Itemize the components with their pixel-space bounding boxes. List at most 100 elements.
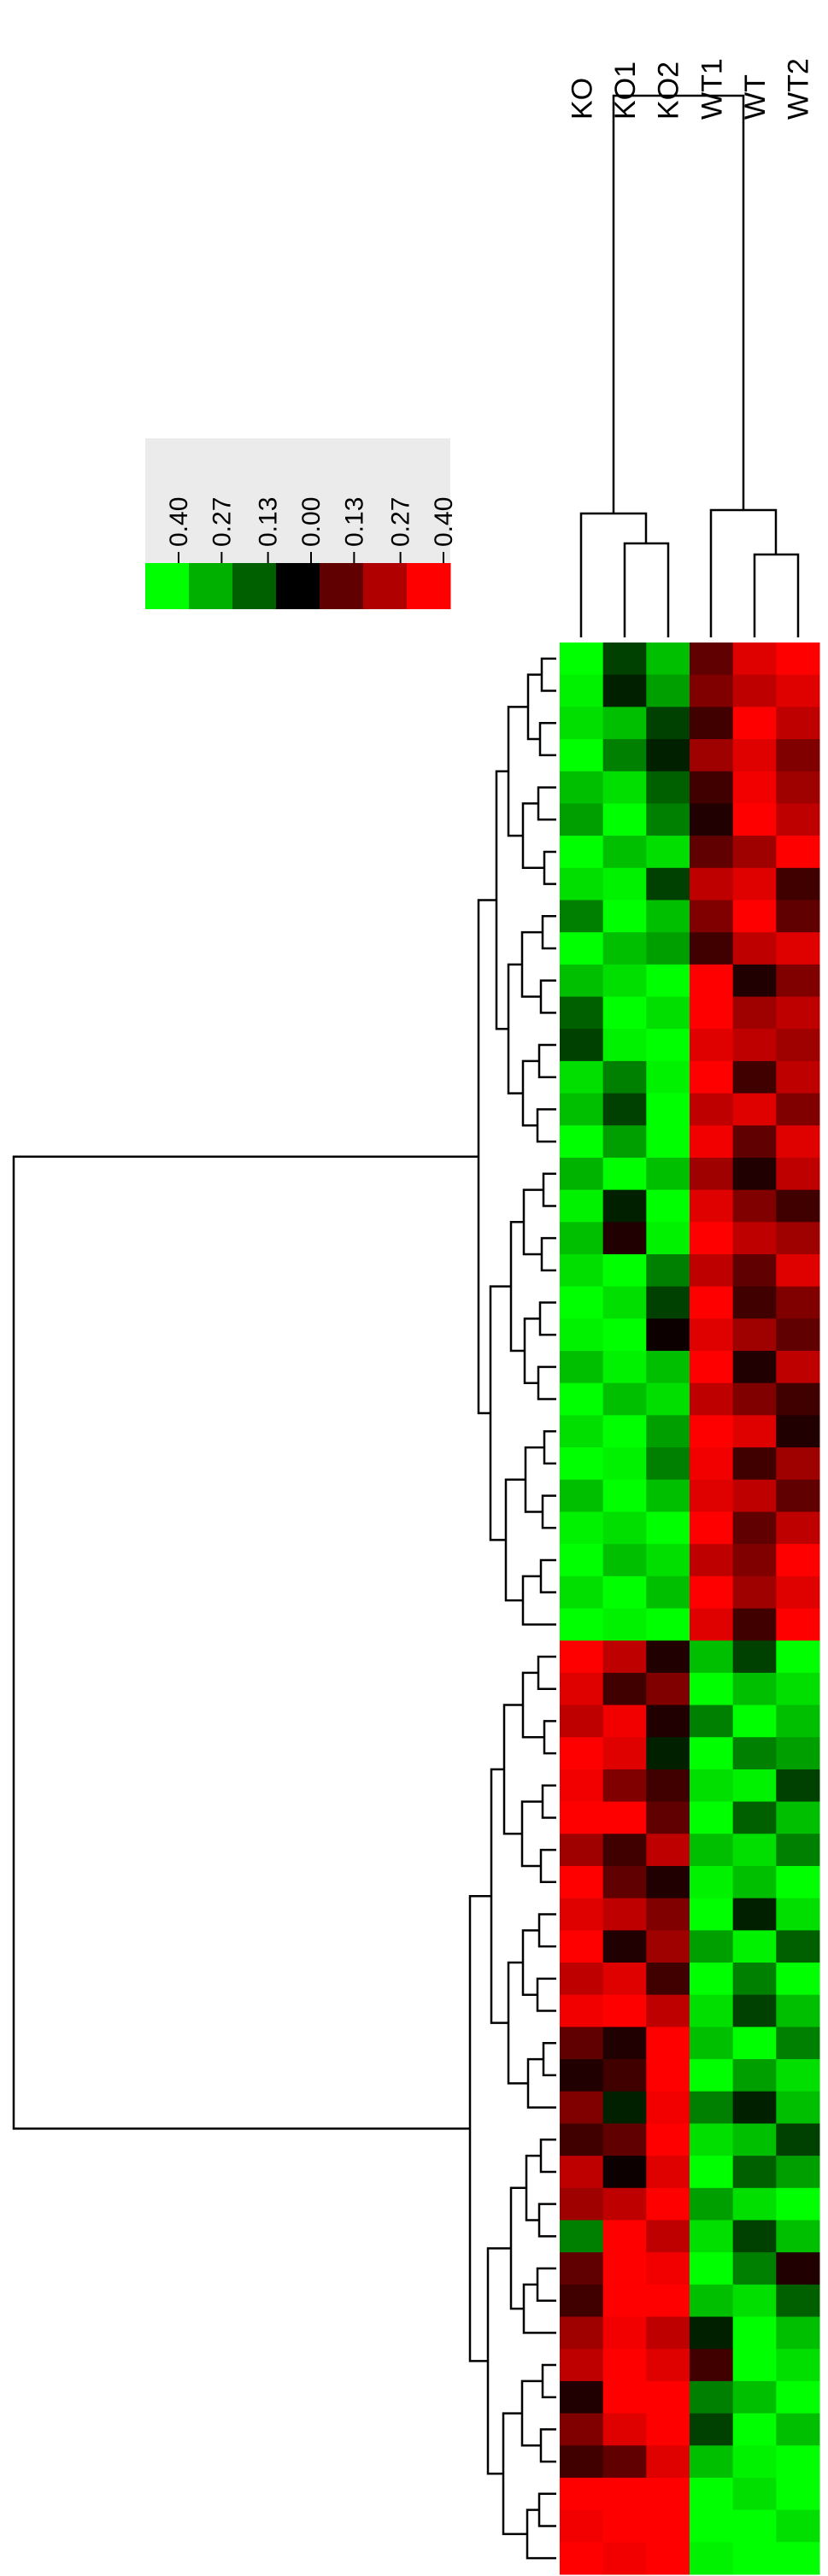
dendrogram-branch — [526, 2509, 556, 2560]
heatmap-cell — [602, 1157, 647, 1191]
dendrogram-branch — [541, 1494, 556, 1529]
dendrogram-branch — [537, 1365, 556, 1400]
heatmap-cell — [646, 932, 690, 965]
dendrogram-branch — [536, 2267, 556, 2302]
heatmap-cell — [560, 1222, 604, 1255]
dendrogram-branch — [538, 1301, 556, 1336]
dendrogram-branch — [542, 1172, 556, 1207]
legend-background — [145, 438, 450, 563]
heatmap-cell — [690, 2349, 734, 2382]
heatmap-cell — [646, 707, 690, 740]
heatmap-cell — [602, 2156, 647, 2189]
heatmap-cell — [560, 1769, 604, 1803]
heatmap-cell — [690, 2027, 734, 2060]
heatmap-cell — [690, 2059, 734, 2092]
dendrogram-branch — [524, 1446, 544, 1513]
column-label: KO2 — [653, 62, 685, 120]
heatmap-cell — [690, 1157, 734, 1191]
heatmap-cell — [690, 2542, 734, 2575]
heatmap-cell — [646, 2445, 690, 2479]
colorbar-block — [320, 563, 364, 609]
heatmap-cell — [690, 803, 734, 836]
dendrogram-branch — [709, 508, 778, 637]
column-label: WT — [739, 74, 772, 120]
heatmap-cell — [646, 1125, 690, 1159]
dendrogram-branch — [522, 2283, 556, 2334]
heatmap-cell — [560, 867, 604, 901]
heatmap-cell — [602, 2542, 647, 2575]
heatmap-cell — [646, 2059, 690, 2092]
heatmap-cell — [776, 803, 820, 836]
heatmap-cell — [776, 932, 820, 965]
heatmap-cell — [560, 1286, 604, 1319]
heatmap-cell — [646, 1189, 690, 1223]
heatmap-cell — [732, 674, 777, 707]
heatmap-cell — [602, 2027, 647, 2060]
heatmap-cell — [776, 1865, 820, 1899]
heatmap-cell — [690, 996, 734, 1030]
dendrogram-branch — [541, 1784, 556, 1819]
dendrogram-branch — [521, 802, 544, 870]
heatmap-cell — [646, 643, 690, 676]
dendrogram-branch — [507, 1961, 528, 2085]
dendrogram-branch — [623, 542, 670, 637]
heatmap-cell — [646, 803, 690, 836]
heatmap-cell — [732, 1865, 777, 1899]
dendrogram-branch — [520, 1800, 543, 1868]
heatmap-cell — [690, 867, 734, 901]
heatmap-cell — [560, 643, 604, 676]
heatmap-cell — [690, 1222, 734, 1255]
dendrogram-branch — [520, 930, 543, 998]
heatmap-cell — [602, 2413, 647, 2446]
heatmap-cell — [690, 1447, 734, 1481]
heatmap-cell — [690, 2123, 734, 2156]
heatmap-cell — [602, 932, 647, 965]
heatmap-cell — [776, 2542, 820, 2575]
heatmap-cell — [776, 1253, 820, 1288]
heatmap-cell — [732, 1672, 777, 1706]
heatmap-cell — [602, 739, 647, 772]
heatmap-cell — [646, 2509, 690, 2543]
heatmap-cell — [776, 1415, 820, 1448]
heatmap-cell — [732, 2156, 777, 2189]
dendrogram-branch — [486, 2247, 511, 2475]
heatmap-cell — [602, 2123, 647, 2156]
heatmap-cell — [776, 1608, 820, 1641]
colorbar-tick-label: 0.40 — [165, 497, 193, 547]
heatmap-cell — [776, 2156, 820, 2189]
heatmap-cell — [690, 1930, 734, 1963]
heatmap-cell — [732, 803, 777, 836]
heatmap-cell — [776, 1672, 820, 1706]
heatmap-cell — [690, 739, 734, 772]
colorbar-block — [145, 563, 190, 609]
heatmap-cell — [602, 1093, 647, 1126]
heatmap-cell — [560, 2187, 604, 2221]
heatmap-cell — [690, 2091, 734, 2124]
heatmap-cell — [732, 1898, 777, 1931]
heatmap-cell — [646, 2123, 690, 2156]
heatmap-cell — [776, 2284, 820, 2318]
heatmap-cell — [646, 1253, 690, 1288]
heatmap-cell — [560, 1672, 604, 1706]
heatmap-cell — [602, 1672, 647, 1706]
heatmap-cell — [646, 1865, 690, 1899]
heatmap-cell — [602, 2316, 647, 2350]
heatmap-cell — [732, 2123, 777, 2156]
heatmap-cell — [602, 1576, 647, 1609]
colorbar-block — [276, 563, 320, 609]
heatmap-cell — [690, 2445, 734, 2479]
heatmap-cell — [776, 1318, 820, 1352]
heatmap-cell — [732, 1093, 777, 1126]
heatmap-cell — [602, 1222, 647, 1255]
heatmap-cell — [646, 900, 690, 933]
heatmap-cell — [560, 1737, 604, 1770]
heatmap-cell — [776, 1769, 820, 1803]
heatmap-cell — [732, 1801, 777, 1834]
heatmap-cell — [602, 1898, 647, 1931]
heatmap-cell — [690, 771, 734, 804]
dendrogram-branch — [502, 2412, 527, 2536]
heatmap-cell — [776, 836, 820, 869]
heatmap-cell — [732, 2445, 777, 2479]
dendrogram-branch — [542, 2041, 556, 2077]
heatmap-cell — [690, 1994, 734, 2027]
